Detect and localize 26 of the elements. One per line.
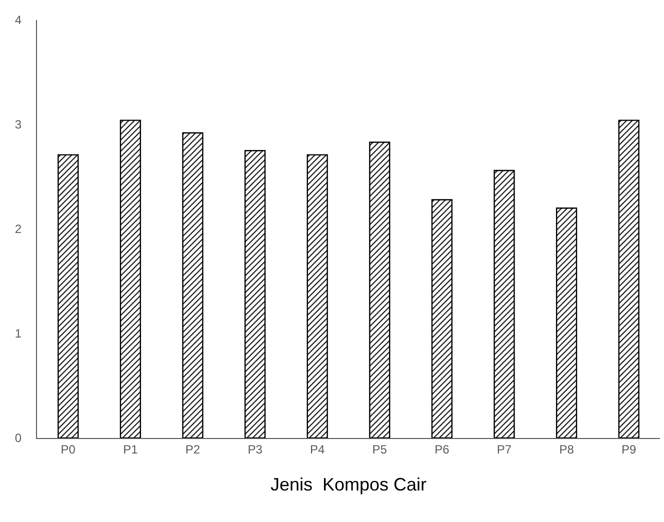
x-tick-label: P0 <box>60 442 76 456</box>
bar <box>306 154 328 438</box>
bar <box>58 154 79 438</box>
x-tick-label: P2 <box>185 442 200 456</box>
x-tick-label: P4 <box>310 442 326 456</box>
x-tick-label: P8 <box>559 442 574 456</box>
bar <box>431 199 453 438</box>
bar <box>369 142 390 438</box>
bar <box>618 120 640 438</box>
bar <box>244 150 266 438</box>
x-tick-label: P5 <box>372 442 388 456</box>
y-tick-label: 3 <box>14 118 22 132</box>
x-tick-label: P3 <box>248 442 263 456</box>
x-tick-label: P7 <box>496 442 512 456</box>
x-tick-label: P9 <box>622 442 637 456</box>
y-tick-label: 4 <box>14 13 22 28</box>
y-tick-label: 1 <box>14 326 22 341</box>
y-tick-label: 0 <box>14 431 22 446</box>
x-tick-label: P6 <box>434 442 450 456</box>
bar <box>182 132 204 438</box>
y-tick-label: 2 <box>14 222 22 236</box>
x-axis-title: Jenis Kompos Cair <box>270 474 427 494</box>
x-tick-label: P1 <box>123 442 138 456</box>
bar <box>120 120 142 438</box>
bar <box>556 208 578 438</box>
bar <box>494 170 515 438</box>
